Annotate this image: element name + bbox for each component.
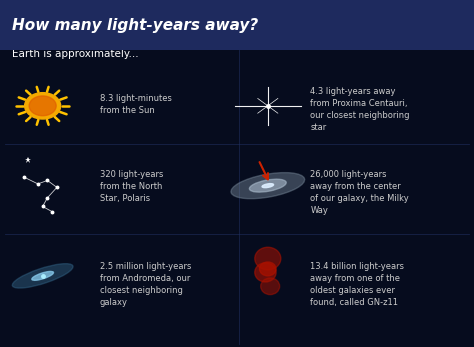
Circle shape [25, 93, 61, 119]
Text: 4.3 light-years away
from Proxima Centauri,
our closest neighboring
star: 4.3 light-years away from Proxima Centau… [310, 87, 410, 132]
Circle shape [29, 96, 56, 116]
Text: 2.5 million light-years
from Andromeda, our
closest neighboring
galaxy: 2.5 million light-years from Andromeda, … [100, 262, 191, 307]
Ellipse shape [249, 179, 286, 192]
Ellipse shape [259, 262, 276, 276]
Text: 320 light-years
from the North
Star, Polaris: 320 light-years from the North Star, Pol… [100, 170, 163, 203]
Text: 8.3 light-minutes
from the Sun: 8.3 light-minutes from the Sun [100, 94, 172, 115]
Ellipse shape [262, 184, 273, 188]
Text: How many light-years away?: How many light-years away? [12, 18, 258, 33]
FancyBboxPatch shape [0, 0, 474, 50]
Ellipse shape [261, 278, 280, 295]
Text: Earth is approximately...: Earth is approximately... [12, 49, 138, 59]
Ellipse shape [255, 247, 281, 270]
Text: 13.4 billion light-years
away from one of the
oldest galaxies ever
found, called: 13.4 billion light-years away from one o… [310, 262, 404, 307]
Text: 26,000 light-years
away from the center
of our galaxy, the Milky
Way: 26,000 light-years away from the center … [310, 170, 409, 215]
Ellipse shape [231, 172, 305, 199]
Ellipse shape [32, 271, 54, 280]
Ellipse shape [255, 263, 276, 282]
Ellipse shape [12, 264, 73, 288]
